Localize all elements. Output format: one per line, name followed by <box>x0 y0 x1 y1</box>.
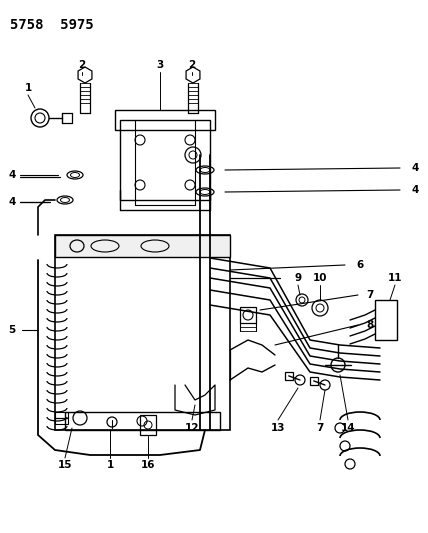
Bar <box>140 415 156 435</box>
Text: 10: 10 <box>313 273 327 283</box>
Bar <box>55 235 230 430</box>
Polygon shape <box>78 67 92 83</box>
Text: 4: 4 <box>411 163 419 173</box>
Bar <box>240 307 256 323</box>
Polygon shape <box>186 67 200 83</box>
Bar <box>55 235 230 257</box>
Bar <box>115 110 215 130</box>
Bar <box>55 412 68 424</box>
Bar <box>65 412 220 430</box>
Text: 6: 6 <box>357 260 364 270</box>
Text: 2: 2 <box>188 60 196 70</box>
Text: 4: 4 <box>8 197 16 207</box>
Text: 1: 1 <box>107 460 113 470</box>
Text: 8: 8 <box>366 320 374 330</box>
Text: 5: 5 <box>9 325 16 335</box>
Text: 4: 4 <box>411 185 419 195</box>
Text: 14: 14 <box>341 423 355 433</box>
Bar <box>285 372 293 380</box>
Text: 13: 13 <box>271 423 285 433</box>
Text: 2: 2 <box>78 60 86 70</box>
Text: 1: 1 <box>24 83 32 93</box>
Text: 7: 7 <box>316 423 324 433</box>
Circle shape <box>185 147 201 163</box>
Text: 11: 11 <box>388 273 402 283</box>
Text: 5758  5975: 5758 5975 <box>10 18 94 32</box>
Bar <box>120 120 210 200</box>
Bar <box>375 300 397 340</box>
Text: 15: 15 <box>58 460 72 470</box>
Text: 4: 4 <box>8 170 16 180</box>
Text: 12: 12 <box>185 423 199 433</box>
Text: 16: 16 <box>141 460 155 470</box>
Text: 3: 3 <box>156 60 163 70</box>
Text: 7: 7 <box>366 290 374 300</box>
Text: 9: 9 <box>294 273 302 283</box>
Bar <box>310 377 318 385</box>
